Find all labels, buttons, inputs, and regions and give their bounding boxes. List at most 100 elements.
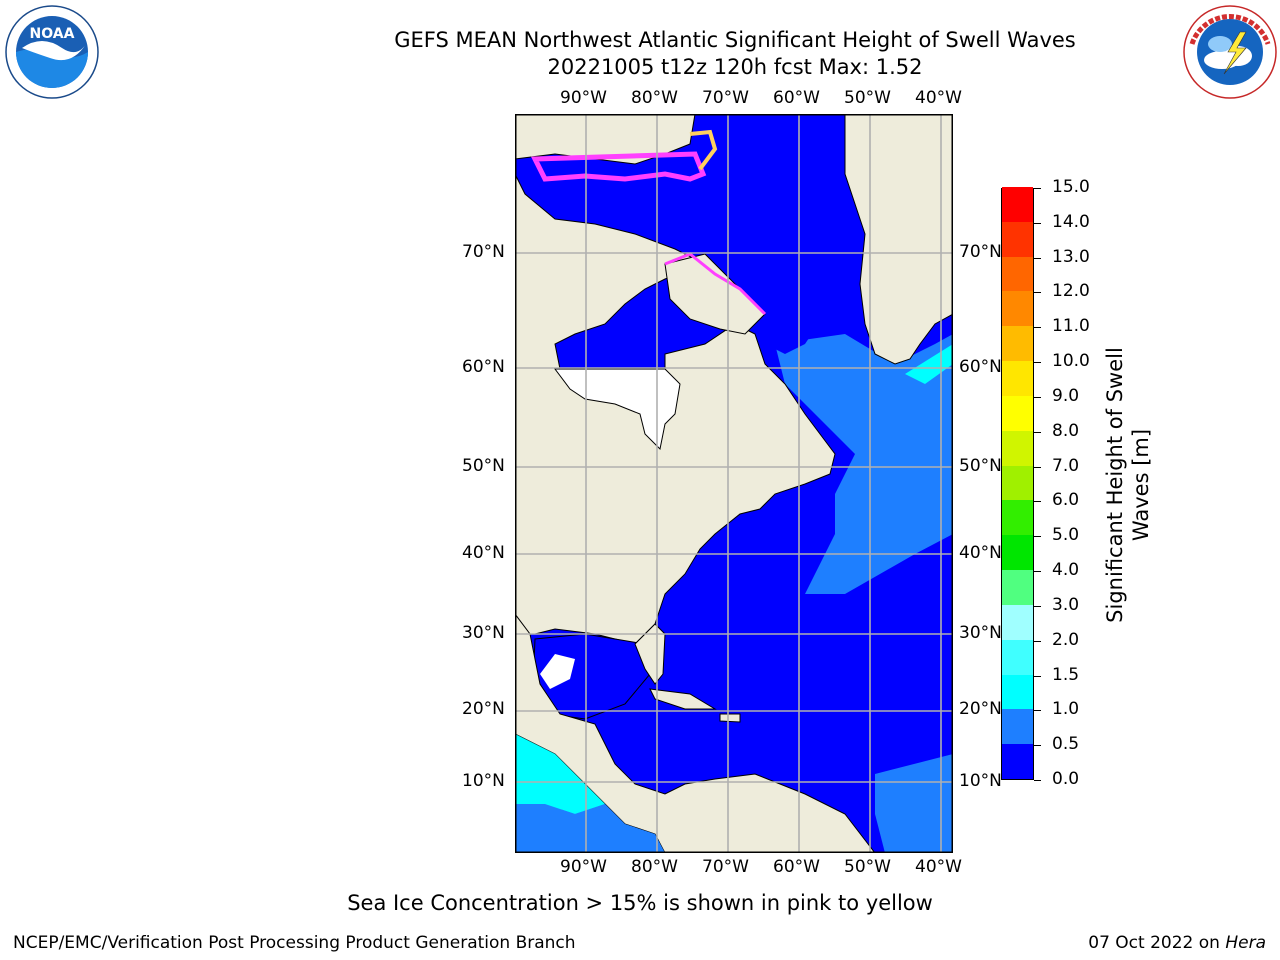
colorbar-segment — [1002, 674, 1033, 710]
lat-label-left: 10°N — [462, 771, 505, 791]
colorbar-tick-label: 7.0 — [1052, 455, 1080, 476]
colorbar-tick-label: 5.0 — [1052, 525, 1080, 546]
colorbar-tick-label: 13.0 — [1052, 246, 1090, 267]
lon-label-top: 50°W — [844, 88, 891, 108]
lat-label-left: 40°N — [462, 543, 505, 563]
colorbar — [1001, 186, 1034, 780]
colorbar-tick-mark — [1034, 710, 1041, 712]
colorbar-tick-label: 3.0 — [1052, 594, 1080, 615]
colorbar-segment — [1002, 395, 1033, 431]
lat-label-left: 30°N — [462, 623, 505, 643]
lat-label-right: 10°N — [959, 771, 1002, 791]
land-central-south-america — [515, 613, 876, 853]
nws-logo — [1183, 5, 1277, 99]
colorbar-tick-mark — [1034, 640, 1041, 642]
lon-label-top: 80°W — [631, 88, 678, 108]
colorbar-tick-label: 1.5 — [1052, 664, 1080, 685]
colorbar-tick-label: 0.0 — [1052, 769, 1080, 789]
colorbar-segment — [1002, 325, 1033, 362]
colorbar-segment — [1002, 708, 1033, 745]
footer-date: 07 Oct 2022 on Hera — [1088, 933, 1266, 953]
land-cuba — [649, 688, 717, 710]
colorbar-tick-mark — [1034, 571, 1041, 573]
lat-label-right: 20°N — [959, 699, 1002, 719]
colorbar-tick-mark — [1034, 257, 1041, 259]
colorbar-tick-mark — [1034, 501, 1041, 503]
lon-label-top: 60°W — [773, 88, 820, 108]
colorbar-segment — [1002, 221, 1033, 257]
graticule — [515, 114, 953, 853]
colorbar-tick-mark — [1034, 536, 1041, 538]
colorbar-segment — [1002, 743, 1033, 779]
colorbar-tick-mark — [1034, 745, 1041, 747]
lon-label-top: 40°W — [915, 88, 962, 108]
footer-credit: NCEP/EMC/Verification Post Processing Pr… — [13, 933, 576, 953]
lon-label-bottom: 80°W — [631, 857, 678, 877]
colorbar-tick-label: 9.0 — [1052, 385, 1080, 406]
sea-ice-edge — [689, 129, 718, 171]
colorbar-tick-mark — [1034, 605, 1041, 607]
lat-label-left: 70°N — [462, 242, 505, 262]
colorbar-tick-mark — [1034, 780, 1041, 781]
lon-label-bottom: 70°W — [702, 857, 749, 877]
sea-ice-note: Sea Ice Concentration > 15% is shown in … — [347, 891, 933, 915]
lon-label-top: 90°W — [560, 88, 607, 108]
lon-label-bottom: 60°W — [773, 857, 820, 877]
swell-zone-mid — [515, 804, 665, 853]
lat-label-right: 50°N — [959, 456, 1002, 476]
colorbar-segment — [1002, 639, 1033, 675]
colorbar-tick-label: 2.0 — [1052, 629, 1080, 650]
colorbar-tick-mark — [1034, 675, 1041, 677]
colorbar-tick-label: 1.0 — [1052, 699, 1080, 720]
swell-zone-mid — [775, 334, 953, 594]
land-greenland — [844, 114, 953, 365]
land-baffin-island — [664, 253, 766, 335]
swell-zone-high — [515, 734, 605, 814]
swell-zone-mid — [875, 754, 953, 853]
colorbar-tick-label: 8.0 — [1052, 420, 1080, 441]
colorbar-tick-label: 10.0 — [1052, 351, 1090, 372]
colorbar-segment — [1002, 604, 1033, 640]
colorbar-tick-label: 12.0 — [1052, 281, 1090, 302]
colorbar-title: Significant Height of Swell Waves [m] — [1103, 347, 1153, 623]
colorbar-tick-mark — [1034, 431, 1041, 433]
map-border — [515, 114, 953, 853]
lat-label-left: 50°N — [462, 456, 505, 476]
baffin-labrador-sea — [695, 114, 845, 354]
land-hispaniola — [719, 713, 741, 723]
colorbar-segment — [1002, 569, 1033, 605]
map-title: GEFS MEAN Northwest Atlantic Significant… — [394, 28, 1076, 52]
lon-label-bottom: 50°W — [844, 857, 891, 877]
colorbar-tick-mark — [1034, 327, 1041, 329]
colorbar-tick-label: 0.5 — [1052, 734, 1080, 755]
lon-label-bottom: 40°W — [915, 857, 962, 877]
colorbar-tick-label: 6.0 — [1052, 490, 1080, 511]
land-arctic-islands — [515, 114, 696, 165]
colorbar-segment — [1002, 186, 1033, 222]
colorbar-tick-mark — [1034, 222, 1041, 224]
noaa-logo-text: NOAA — [30, 26, 75, 42]
nodata-patch — [540, 654, 575, 689]
colorbar-segment — [1002, 256, 1033, 292]
colorbar-tick-mark — [1034, 188, 1041, 189]
colorbar-tick-mark — [1034, 396, 1041, 398]
sea-ice-edge — [531, 151, 707, 182]
lat-label-right: 40°N — [959, 543, 1002, 563]
sea-ice-edge — [664, 252, 767, 316]
lat-label-right: 30°N — [959, 623, 1002, 643]
footer-date-text: 07 Oct 2022 on — [1088, 933, 1226, 953]
lat-label-left: 60°N — [462, 357, 505, 377]
map-subtitle: 20221005 t12z 120h fcst Max: 1.52 — [547, 55, 923, 79]
colorbar-segment — [1002, 430, 1033, 466]
noaa-logo: NOAA — [5, 5, 99, 99]
lat-label-right: 60°N — [959, 357, 1002, 377]
lon-label-bottom: 90°W — [560, 857, 607, 877]
colorbar-tick-mark — [1034, 292, 1041, 294]
footer-host: Hera — [1225, 933, 1266, 953]
swell-height-map — [515, 114, 953, 853]
colorbar-tick-label: 14.0 — [1052, 211, 1090, 232]
colorbar-segment — [1002, 534, 1033, 571]
colorbar-segment — [1002, 465, 1033, 501]
colorbar-tick-mark — [1034, 362, 1041, 364]
colorbar-segment — [1002, 499, 1033, 536]
